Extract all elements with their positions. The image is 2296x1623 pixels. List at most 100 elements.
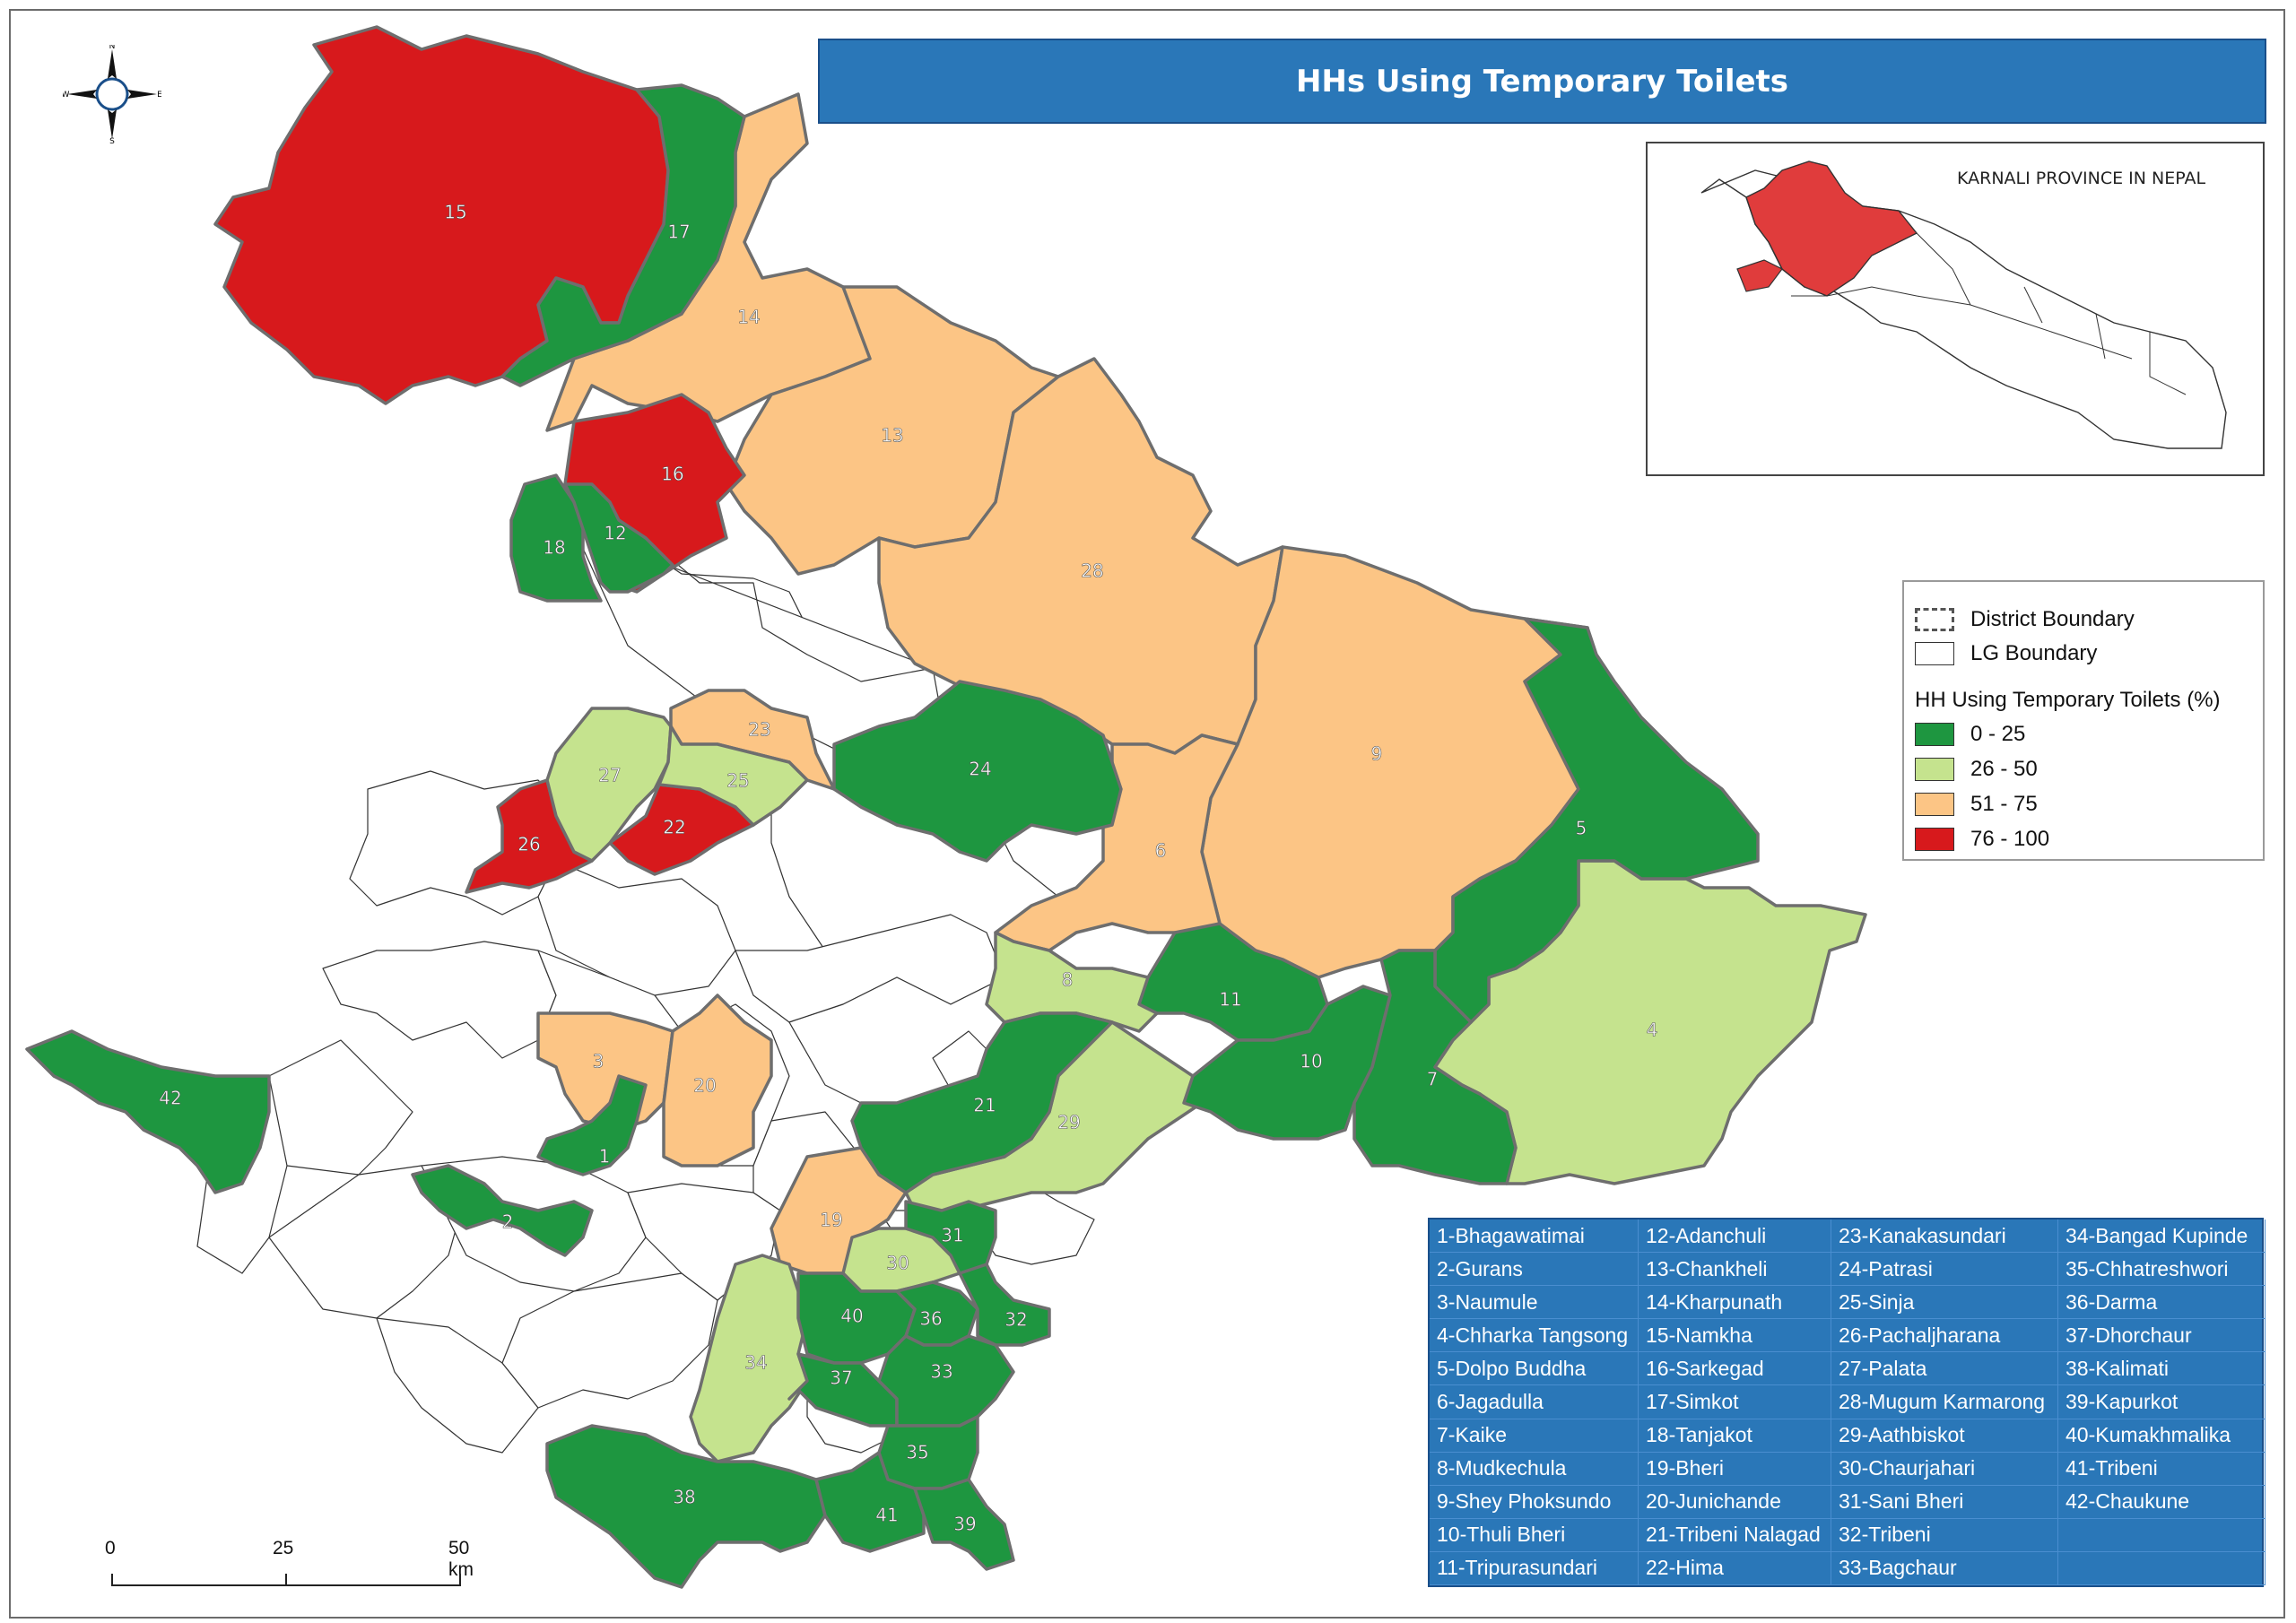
inset-title: KARNALI PROVINCE IN NEPAL (1957, 169, 2206, 188)
lg-24 (832, 680, 1123, 863)
lg-27 (545, 707, 673, 863)
map-title-bar: HHs Using Temporary Toilets (818, 39, 2266, 124)
label-14: 14 (737, 307, 760, 328)
label-24: 24 (969, 759, 991, 780)
lg-white-l (376, 1317, 539, 1454)
label-26: 26 (517, 834, 540, 855)
municipality-entry: 38-Kalimati (2058, 1352, 2266, 1386)
legend-class-1: 0 - 25 (1915, 722, 2025, 747)
district-boundary-swatch (1915, 608, 1954, 631)
scale-label-50: 50 km (448, 1538, 474, 1580)
lg-white-e (537, 860, 736, 996)
lg-20 (662, 994, 773, 1167)
lg-38 (545, 1424, 827, 1589)
lg-17 (500, 83, 746, 387)
label-10: 10 (1300, 1051, 1322, 1072)
label-41: 41 (875, 1505, 898, 1526)
lg-37 (787, 1352, 899, 1428)
municipality-entry: 31-Sani Bheri (1831, 1485, 2058, 1519)
label-2: 2 (502, 1211, 514, 1233)
label-32: 32 (1004, 1309, 1027, 1331)
lg-39 (913, 1478, 1015, 1571)
municipality-entry: 16-Sarkegad (1639, 1352, 1831, 1386)
label-23: 23 (748, 719, 770, 741)
swatch-26-50 (1915, 758, 1954, 781)
municipality-entry: 5-Dolpo Buddha (1430, 1352, 1639, 1386)
municipality-entry: 27-Palata (1831, 1352, 2058, 1386)
label-25: 25 (726, 770, 749, 792)
scale-bar: 0 25 50 km (99, 1538, 484, 1592)
municipality-entry: 33-Bagchaur (1831, 1551, 2058, 1586)
label-8: 8 (1062, 969, 1074, 991)
label-30: 30 (886, 1253, 909, 1274)
lg-white-k (268, 1165, 467, 1319)
label-39: 39 (953, 1514, 976, 1535)
municipality-entry: 4-Chharka Tangsong (1430, 1319, 1639, 1353)
label-17: 17 (667, 221, 690, 243)
municipality-entry: 32-Tribeni (1831, 1518, 2058, 1552)
municipality-entry: 19-Bheri (1639, 1452, 1831, 1486)
municipality-entry: 41-Tribeni (2058, 1452, 2266, 1486)
legend-class-1-label: 0 - 25 (1970, 722, 2026, 746)
region-labels: 15 17 14 13 16 12 18 28 9 23 27 25 24 26… (159, 201, 1658, 1535)
municipality-entry: 1-Bhagawatimai (1430, 1219, 1639, 1254)
label-36: 36 (919, 1308, 942, 1330)
municipality-entry: 17-Simkot (1639, 1385, 1831, 1419)
label-28: 28 (1081, 560, 1103, 582)
label-9: 9 (1371, 743, 1383, 765)
lg-1 (536, 1074, 648, 1176)
municipality-entry: 14-Kharpunath (1639, 1286, 1831, 1320)
label-42: 42 (159, 1088, 181, 1109)
label-20: 20 (693, 1075, 716, 1097)
compass-n: N (109, 45, 116, 51)
municipality-entry: 11-Tripurasundari (1430, 1551, 1639, 1586)
nepal-outline (1700, 161, 2227, 449)
legend-class-3-label: 51 - 75 (1970, 792, 2038, 816)
municipality-entry: 36-Darma (2058, 1286, 2266, 1320)
label-35: 35 (906, 1442, 928, 1463)
municipality-entry: 37-Dhorchaur (2058, 1319, 2266, 1353)
lg-5 (1433, 617, 1760, 1024)
lg-8 (985, 931, 1177, 1033)
label-34: 34 (744, 1352, 767, 1374)
compass-w: W (63, 91, 70, 100)
scale-label-0: 0 (105, 1538, 116, 1558)
lg-32 (958, 1263, 1051, 1347)
municipality-grid: 1-Bhagawatimai 12-Adanchuli 23-Kanakasunda… (1430, 1219, 2266, 1586)
legend-class-2: 26 - 50 (1915, 757, 2038, 782)
label-18: 18 (543, 537, 565, 559)
municipality-entry: 12-Adanchuli (1639, 1219, 1831, 1254)
label-27: 27 (598, 765, 621, 786)
municipality-entry: 9-Shey Phoksundo (1430, 1485, 1639, 1519)
legend-class-3: 51 - 75 (1915, 792, 2038, 817)
legend-heading: HH Using Temporary Toilets (%) (1915, 688, 2221, 712)
swatch-76-100 (1915, 828, 1954, 851)
legend-lg-label: LG Boundary (1970, 641, 2098, 665)
lg-white-h (322, 941, 557, 1059)
map-title: HHs Using Temporary Toilets (1295, 63, 1789, 100)
municipality-entry: 34-Bangad Kupinde (2058, 1219, 2266, 1254)
lg-7 (1352, 949, 1518, 1185)
municipality-entry: 28-Mugum Karmarong (1831, 1385, 2058, 1419)
lg-2 (411, 1164, 594, 1257)
lg-12 (563, 482, 674, 594)
compass-s: S (109, 137, 115, 143)
label-33: 33 (930, 1361, 952, 1383)
label-5: 5 (1576, 818, 1587, 839)
municipality-entry: 13-Chankheli (1639, 1253, 1831, 1287)
municipality-entry-empty (2058, 1551, 2266, 1586)
legend-class-2-label: 26 - 50 (1970, 757, 2038, 781)
lg-21 (850, 1011, 1114, 1194)
municipality-entry: 29-Aathbiskot (1831, 1419, 2058, 1453)
legend-class-4-label: 76 - 100 (1970, 827, 2050, 851)
class-0-25 (25, 83, 1760, 1589)
municipality-entry: 20-Junichande (1639, 1485, 1831, 1519)
municipality-entry: 6-Jagadulla (1430, 1385, 1639, 1419)
lg-white-n (501, 1272, 718, 1409)
label-12: 12 (604, 523, 626, 544)
scale-label-25: 25 (273, 1538, 294, 1558)
label-16: 16 (661, 464, 683, 485)
municipality-entry: 24-Patrasi (1831, 1253, 2058, 1287)
label-7: 7 (1427, 1069, 1439, 1090)
